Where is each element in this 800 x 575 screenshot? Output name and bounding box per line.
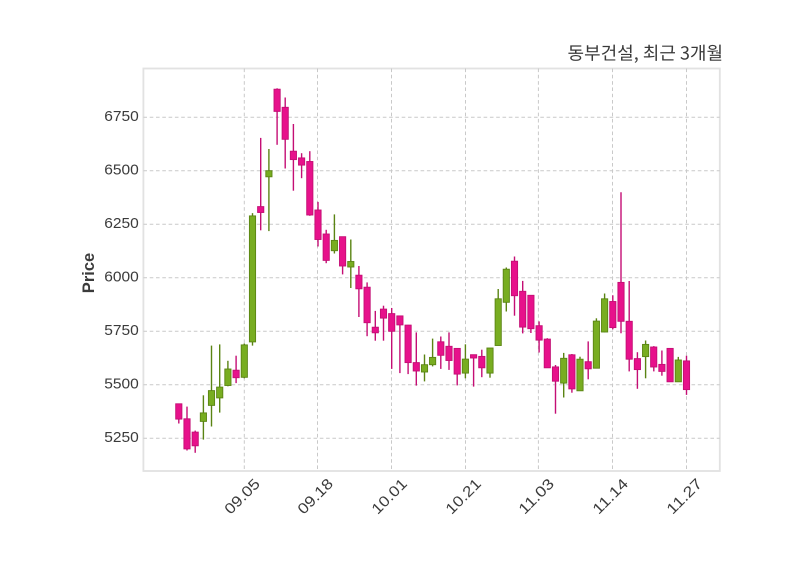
svg-text:6750: 6750 [104,108,139,125]
svg-text:6500: 6500 [104,162,139,179]
svg-text:6000: 6000 [104,269,139,286]
svg-text:5500: 5500 [104,376,139,393]
svg-text:5250: 5250 [104,429,139,446]
svg-text:6250: 6250 [104,215,139,232]
svg-text:Price: Price [80,253,98,293]
svg-text:5750: 5750 [104,322,139,339]
